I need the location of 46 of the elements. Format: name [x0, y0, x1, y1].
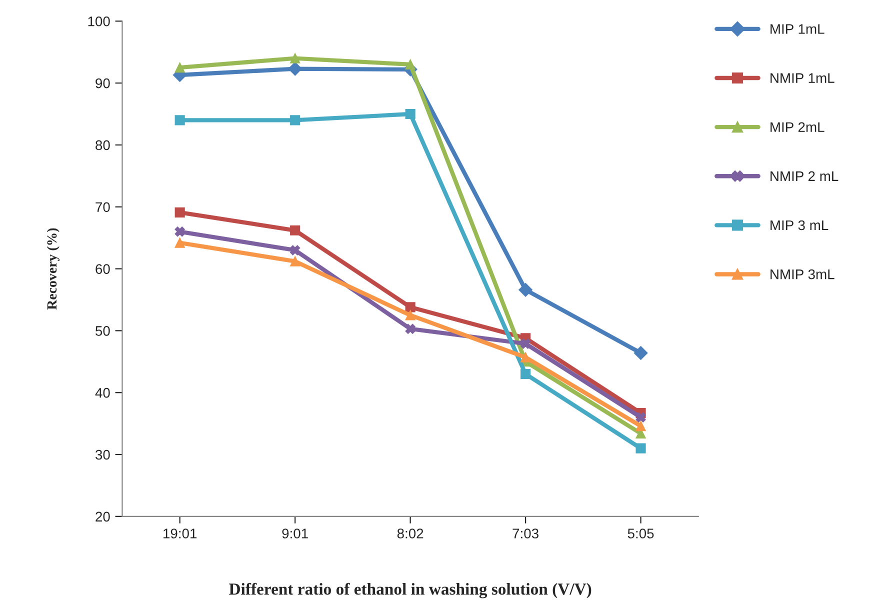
point: [290, 225, 300, 236]
legend-label: NMIP 3mL: [770, 269, 834, 280]
point: [174, 115, 185, 126]
y-axis-title: Recovery (%): [46, 228, 60, 310]
x-tick-label: 5:05: [628, 528, 654, 538]
y-tick-label: 100: [88, 16, 110, 26]
point: [636, 412, 646, 422]
y-tick-label: 40: [95, 388, 110, 398]
point: [520, 368, 531, 380]
point: [518, 282, 532, 297]
legend-label: MIP 2mL: [770, 122, 824, 132]
x-tick-label: 8:02: [397, 528, 424, 538]
point: [520, 338, 531, 349]
x-tick-label: 7:03: [512, 528, 538, 538]
point: [405, 302, 416, 312]
x-tick-label: 9:01: [282, 528, 308, 538]
y-tick-label: 20: [96, 512, 110, 522]
y-tick-label: 70: [96, 202, 110, 212]
x-tick-label: 19:01: [164, 528, 197, 538]
y-tick-label: 80: [96, 140, 110, 150]
y-tick-label: 50: [96, 326, 110, 336]
point: [520, 352, 531, 362]
point: [290, 245, 300, 256]
point: [405, 108, 416, 120]
point: [174, 207, 185, 218]
point: [174, 226, 185, 237]
x-axis-title: Different ratio of ethanol in washing solution (V/V): [229, 582, 592, 598]
legend-label: MIP 1mL: [770, 24, 824, 34]
point: [290, 115, 300, 126]
point: [174, 238, 185, 248]
point: [405, 310, 416, 320]
point: [634, 346, 648, 360]
legend-label: NMIP 1mL: [770, 73, 834, 83]
point: [405, 59, 416, 70]
point: [174, 62, 185, 73]
y-tick-label: 60: [96, 264, 110, 274]
legend-label: NMIP 2 mL: [770, 171, 838, 181]
point: [636, 443, 646, 454]
point: [288, 62, 302, 76]
point: [405, 324, 416, 334]
legend-label: MIP 3 mL: [770, 220, 828, 230]
y-tick-label: 90: [96, 78, 110, 88]
point: [636, 421, 646, 432]
point: [290, 256, 300, 266]
point: [290, 53, 300, 64]
y-tick-label: 30: [95, 450, 110, 460]
